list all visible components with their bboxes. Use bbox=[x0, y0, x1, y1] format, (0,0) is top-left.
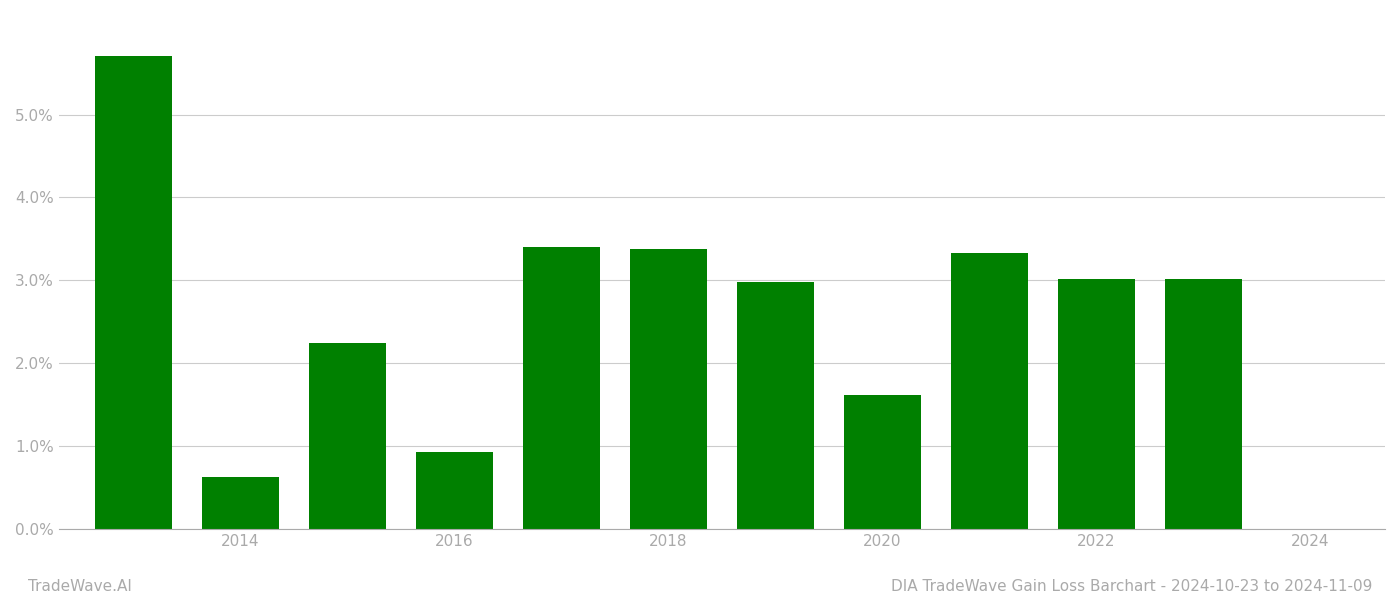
Bar bbox=[95, 56, 172, 529]
Bar bbox=[1165, 279, 1242, 529]
Bar bbox=[524, 247, 601, 529]
Bar bbox=[630, 249, 707, 529]
Bar bbox=[844, 395, 921, 529]
Text: TradeWave.AI: TradeWave.AI bbox=[28, 579, 132, 594]
Bar bbox=[736, 282, 813, 529]
Bar bbox=[416, 452, 493, 529]
Bar bbox=[202, 477, 279, 529]
Text: DIA TradeWave Gain Loss Barchart - 2024-10-23 to 2024-11-09: DIA TradeWave Gain Loss Barchart - 2024-… bbox=[890, 579, 1372, 594]
Bar bbox=[309, 343, 386, 529]
Bar bbox=[951, 253, 1028, 529]
Bar bbox=[1058, 279, 1135, 529]
